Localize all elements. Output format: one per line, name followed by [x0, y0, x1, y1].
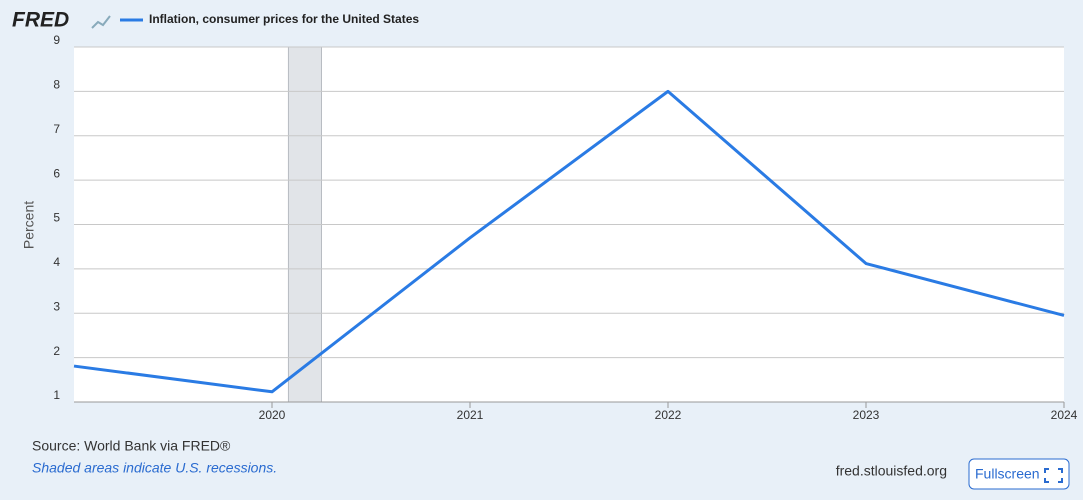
site: fred.stlouisfed.org — [836, 463, 947, 479]
note: Shaded areas indicate U.S. recessions. — [32, 460, 277, 476]
x-tick-label: 2024 — [1051, 408, 1078, 422]
x-tick-label: 2021 — [457, 408, 484, 422]
y-tick-label: 4 — [53, 255, 60, 269]
y-tick-label: 2 — [53, 344, 60, 358]
y-tick-label: 3 — [53, 299, 60, 313]
fullscreen-label[interactable]: Fullscreen — [975, 466, 1040, 482]
fullscreen-icon[interactable] — [1044, 468, 1063, 483]
y-axis-label: Percent — [21, 201, 37, 249]
x-tick-label: 2020 — [259, 408, 286, 422]
x-tick-label: 2022 — [655, 408, 682, 422]
logo-icon — [91, 15, 111, 29]
source: Source: World Bank via FRED® — [32, 438, 231, 454]
series-line — [73, 89, 1065, 394]
y-tick-label: 5 — [53, 211, 60, 225]
logo: FRED — [12, 9, 69, 32]
y-tick-label: 8 — [53, 78, 60, 92]
legend-label: Inflation, consumer prices for the Unite… — [149, 12, 419, 26]
y-tick-label: 1 — [53, 388, 60, 402]
y-tick-label: 6 — [53, 166, 60, 180]
y-tick-label: 7 — [53, 122, 60, 136]
y-tick-label: 9 — [53, 33, 60, 47]
x-tick-label: 2023 — [853, 408, 880, 422]
